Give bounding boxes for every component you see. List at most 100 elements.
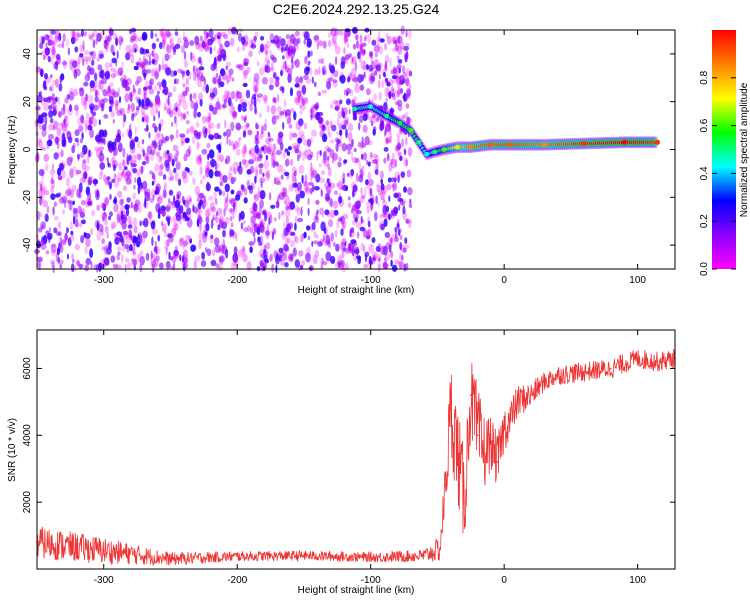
noise-cell <box>119 204 125 214</box>
noise-cell <box>317 91 321 97</box>
noise-cell <box>96 204 101 211</box>
noise-cell <box>112 263 118 269</box>
noise-cell <box>153 52 159 63</box>
noise-cell <box>348 123 354 132</box>
noise-cell <box>364 136 370 146</box>
noise-cell <box>398 228 401 237</box>
noise-cell <box>51 163 55 171</box>
signal-point <box>368 104 374 109</box>
noise-cell <box>159 42 163 50</box>
noise-cell <box>114 142 118 150</box>
noise-cell <box>129 123 132 133</box>
noise-cell <box>358 122 361 131</box>
noise-cell <box>115 264 122 270</box>
noise-cell <box>76 260 80 267</box>
noise-cell <box>85 112 90 120</box>
noise-cell <box>337 180 344 191</box>
noise-cell <box>298 95 304 100</box>
noise-cell <box>397 35 401 45</box>
noise-cell <box>399 242 403 251</box>
noise-cell <box>217 32 222 38</box>
noise-cell <box>94 188 100 195</box>
noise-cell <box>222 174 228 184</box>
noise-cell <box>164 63 169 71</box>
noise-cell <box>189 40 195 46</box>
noise-cell <box>215 101 221 110</box>
noise-cell <box>351 55 357 65</box>
noise-cell <box>275 149 282 156</box>
noise-cell <box>399 128 404 135</box>
noise-cell <box>186 111 189 115</box>
noise-cell <box>184 216 190 222</box>
noise-cell <box>394 43 397 48</box>
signal-point <box>581 141 587 146</box>
noise-cell <box>121 254 124 264</box>
noise-cell <box>108 105 113 113</box>
noise-cell <box>69 88 74 94</box>
noise-cell <box>374 52 378 58</box>
noise-cell <box>141 236 145 244</box>
noise-cell <box>95 148 101 158</box>
noise-cell <box>165 206 171 212</box>
noise-cell <box>310 106 314 115</box>
noise-cell <box>72 31 76 39</box>
noise-cell <box>360 60 367 70</box>
noise-cell <box>83 119 89 126</box>
noise-cell <box>263 65 266 73</box>
noise-cell <box>217 134 222 140</box>
noise-cell <box>238 63 244 70</box>
noise-cell <box>140 106 146 115</box>
noise-cell <box>57 96 61 105</box>
noise-cell <box>116 109 123 116</box>
noise-cell <box>241 185 246 192</box>
noise-cell <box>265 230 270 240</box>
noise-cell <box>294 83 300 88</box>
noise-cell <box>213 237 220 247</box>
noise-cell <box>286 116 292 125</box>
noise-cell <box>249 246 253 253</box>
noise-cell <box>275 96 278 106</box>
noise-cell <box>396 227 403 234</box>
noise-cell <box>291 142 298 150</box>
noise-cell <box>391 92 396 98</box>
noise-cell <box>81 96 86 107</box>
noise-cell <box>162 210 167 216</box>
noise-cell <box>50 185 54 194</box>
noise-cell <box>325 78 330 84</box>
noise-cell <box>229 228 233 239</box>
noise-cell <box>83 55 90 62</box>
noise-cell <box>323 157 330 167</box>
noise-cell <box>203 202 208 208</box>
noise-cell <box>344 119 349 126</box>
noise-cell <box>254 31 259 37</box>
noise-cell <box>378 257 381 262</box>
noise-cell <box>331 64 335 71</box>
noise-cell <box>232 210 235 220</box>
noise-cell <box>391 264 398 272</box>
noise-cell <box>247 225 251 232</box>
noise-cell <box>377 201 380 207</box>
noise-cell <box>322 234 325 243</box>
noise-cell <box>169 38 173 49</box>
noise-cell <box>84 246 88 255</box>
noise-cell <box>270 62 274 71</box>
noise-cell <box>59 75 63 84</box>
noise-cell <box>143 189 147 196</box>
noise-cell <box>243 227 249 233</box>
noise-cell <box>235 90 240 96</box>
noise-cell <box>143 73 146 81</box>
noise-cell <box>229 197 235 203</box>
noise-cell <box>51 180 56 189</box>
noise-cell <box>128 129 133 139</box>
noise-cell <box>290 240 295 248</box>
snr-point <box>610 367 612 370</box>
noise-cell <box>84 165 91 172</box>
noise-cell <box>306 38 312 48</box>
noise-cell <box>116 50 119 60</box>
noise-cell <box>180 140 185 147</box>
noise-cell <box>98 119 101 126</box>
noise-cell <box>377 45 384 55</box>
noise-cell <box>235 64 241 69</box>
noise-cell <box>379 219 384 227</box>
noise-cell <box>52 206 55 216</box>
